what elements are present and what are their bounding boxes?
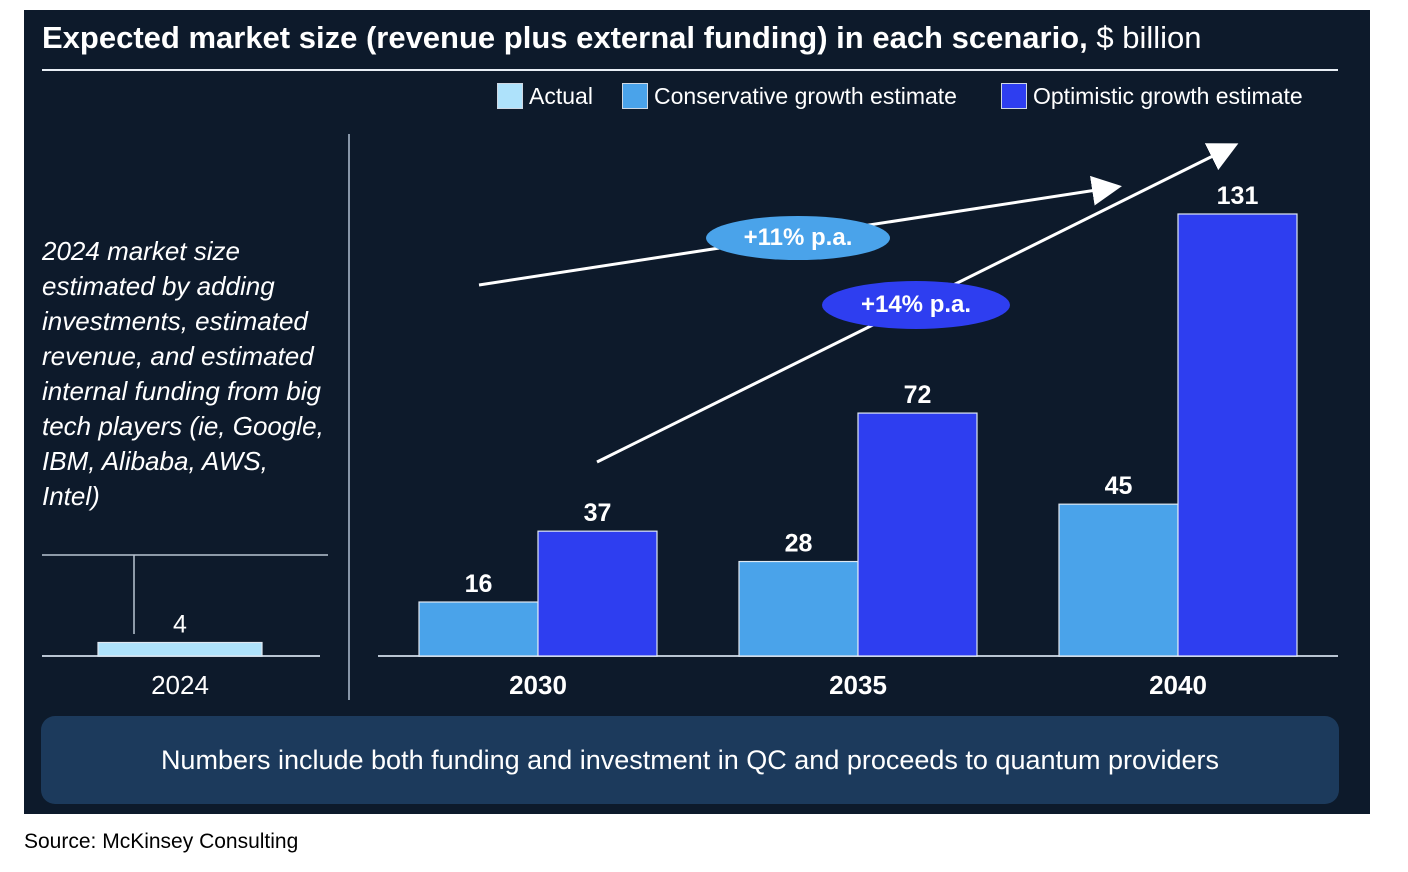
legend-label-optimistic: Optimistic growth estimate: [1033, 82, 1303, 109]
legend-item-optimistic: Optimistic growth estimate: [1001, 82, 1303, 110]
bar-optimistic-2030: [537, 530, 658, 657]
legend-label-conservative: Conservative growth estimate: [654, 82, 957, 109]
footer-note-text: Numbers include both funding and investm…: [160, 744, 1220, 775]
legend-swatch-actual: [497, 83, 523, 109]
bar-optimistic-2040: [1177, 213, 1298, 657]
legend-item-conservative: Conservative growth estimate: [622, 82, 957, 110]
bar-conservative-2040: [1058, 503, 1179, 657]
title-divider: [42, 69, 1338, 71]
data-label-optimistic-2030: 37: [584, 499, 612, 527]
legend-swatch-conservative: [622, 83, 648, 109]
bar-actual-2024: [97, 641, 263, 657]
legend-label-actual: Actual: [529, 82, 593, 109]
chart-title: Expected market size (revenue plus exter…: [42, 20, 1202, 56]
data-label-optimistic-2035: 72: [904, 381, 932, 409]
x-tick-label-2030: 2030: [509, 670, 567, 700]
growth-label-optimistic: +14% p.a.: [822, 281, 1010, 329]
data-label-conservative-2035: 28: [785, 530, 813, 558]
title-main: Expected market size (revenue plus exter…: [42, 20, 1088, 55]
title-unit: $ billion: [1096, 20, 1202, 55]
x-tick-label-2024: 2024: [151, 670, 209, 700]
bar-conservative-2030: [418, 601, 539, 657]
legend-item-actual: Actual: [497, 82, 593, 110]
x-tick-label-2035: 2035: [829, 670, 887, 700]
legend-swatch-optimistic: [1001, 83, 1027, 109]
footer-note: Numbers include both funding and investm…: [41, 716, 1339, 804]
data-label-optimistic-2040: 131: [1217, 182, 1259, 210]
bar-conservative-2035: [738, 560, 859, 657]
source-note: Source: McKinsey Consulting: [24, 830, 299, 853]
x-tick-label-2040: 2040: [1149, 670, 1207, 700]
methodology-note: 2024 market size estimated by adding inv…: [42, 236, 324, 511]
growth-label-conservative: +11% p.a.: [706, 216, 890, 260]
data-label-conservative-2030: 16: [465, 570, 493, 598]
data-label-conservative-2040: 45: [1105, 472, 1133, 500]
bar-optimistic-2035: [857, 412, 978, 657]
data-label-actual-2024: 4: [173, 611, 187, 639]
